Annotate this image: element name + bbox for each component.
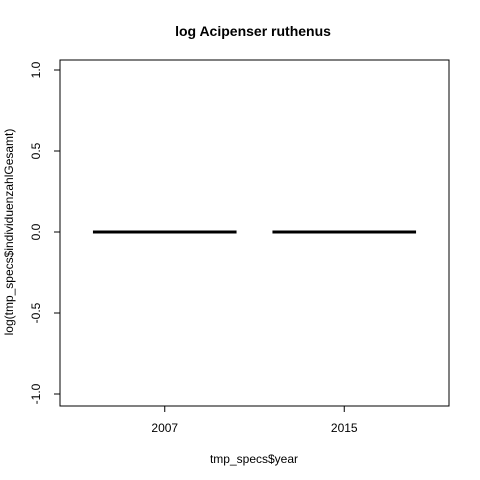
x-tick-label: 2015 [331, 421, 358, 435]
chart-title: log Acipenser ruthenus [175, 23, 331, 39]
x-tick-label: 2007 [151, 421, 178, 435]
y-tick-label: -0.5 [29, 302, 43, 323]
y-axis: -1.0 -0.5 0.0 0.5 1.0 [29, 61, 60, 404]
y-tick-label: 0.0 [29, 223, 43, 240]
plot-frame [59, 59, 450, 407]
y-tick-label: 1.0 [29, 61, 43, 78]
y-axis-label: log(tmp_specs$individuenzahlGesamt) [2, 129, 16, 336]
y-tick-label: 0.5 [29, 142, 43, 159]
y-tick-label: -1.0 [29, 383, 43, 404]
x-axis-label: tmp_specs$year [210, 452, 298, 466]
x-axis: 2007 2015 [151, 406, 358, 435]
